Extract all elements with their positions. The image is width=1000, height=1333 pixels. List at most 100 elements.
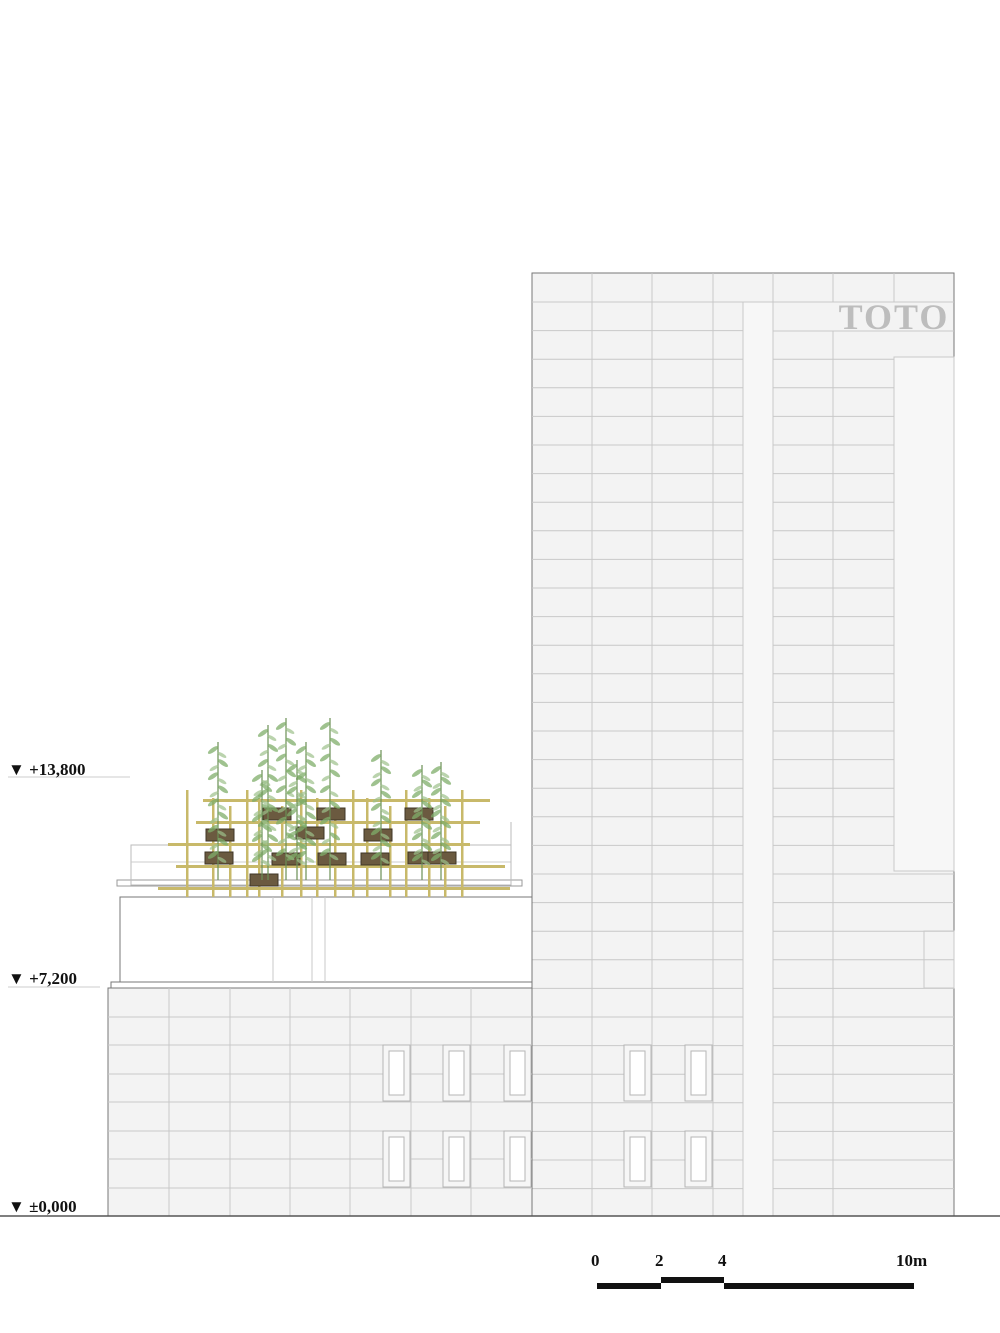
bamboo-leaf <box>207 824 219 833</box>
bamboo-leaf <box>295 851 307 859</box>
bamboo-leaf <box>421 838 431 845</box>
bamboo-leaf <box>267 774 279 782</box>
bamboo-leaf <box>261 780 271 786</box>
bamboo-leaf <box>261 800 271 806</box>
bamboo-leaf <box>209 765 219 772</box>
bamboo-leaf <box>432 848 442 855</box>
bamboo-leaf <box>305 811 317 820</box>
bamboo-leaf <box>305 752 315 758</box>
bamboo-leaf <box>440 815 450 822</box>
bamboo-leaf <box>261 824 273 832</box>
scale-segment <box>724 1283 914 1289</box>
bamboo-leaf <box>296 775 308 783</box>
bamboo-pole-vertical <box>334 806 337 897</box>
bamboo-leaf <box>259 750 269 756</box>
bamboo-leaf <box>421 821 433 830</box>
bamboo-leaf <box>411 790 423 798</box>
bamboo-leaf <box>305 759 317 767</box>
scale-bar-graphic <box>597 1277 914 1289</box>
bamboo-leaf <box>277 743 287 750</box>
bamboo-leaf <box>207 851 219 859</box>
podium-cornice <box>110 981 533 989</box>
scale-label-4: 4 <box>718 1251 727 1270</box>
bamboo-leaf <box>267 804 279 812</box>
bamboo-leaf <box>253 830 263 836</box>
bamboo-leaf <box>319 848 331 857</box>
bamboo-leaf <box>413 848 423 855</box>
rooftop-deck-edge <box>116 879 523 887</box>
bamboo-leaf <box>440 798 452 807</box>
bamboo-leaf <box>411 769 423 777</box>
bamboo-leaf <box>275 753 287 762</box>
bamboo-leaf <box>217 830 227 837</box>
bamboo-leaf <box>296 770 306 776</box>
bamboo-leaf <box>217 811 229 820</box>
bamboo-leaf <box>372 821 382 828</box>
bamboo-leaf <box>251 834 263 842</box>
bamboo-leaf <box>267 834 279 842</box>
bamboo-leaf <box>261 784 273 792</box>
bamboo-leaf <box>288 825 298 832</box>
bamboo-leaf <box>285 759 295 766</box>
bamboo-pole-vertical <box>461 790 464 897</box>
bamboo-pole-horizontal <box>203 799 490 802</box>
tower-vertical-band <box>742 301 774 1217</box>
bamboo-leaf <box>370 851 382 860</box>
bamboo-leaf <box>261 820 271 826</box>
bamboo-leaf <box>372 796 382 803</box>
bamboo-leaf <box>267 765 277 771</box>
podium-window-pane <box>448 1136 465 1182</box>
bamboo-leaf <box>321 806 331 813</box>
bamboo-planter <box>427 851 457 865</box>
bamboo-leaf <box>380 839 392 848</box>
bamboo-leaf <box>329 832 341 841</box>
bamboo-leaf <box>267 825 277 831</box>
bamboo-leaf <box>321 838 331 845</box>
rooftop-box <box>119 896 533 983</box>
bamboo-leaf <box>421 817 431 824</box>
bamboo-leaf <box>319 816 331 825</box>
bamboo-leaf <box>319 753 331 762</box>
bamboo-leaf <box>305 785 317 794</box>
bamboo-leaf <box>372 845 382 852</box>
bamboo-leaf <box>257 759 269 767</box>
bamboo-leaf <box>329 769 341 778</box>
bamboo-planter <box>360 852 390 866</box>
bamboo-leaf <box>430 766 442 774</box>
bamboo-leaf <box>380 760 390 766</box>
bamboo-leaf <box>305 830 315 837</box>
bamboo-leaf <box>321 775 331 782</box>
bamboo-leaf <box>257 729 269 737</box>
bamboo-leaf <box>380 857 390 864</box>
bamboo-leaf <box>285 728 295 734</box>
bamboo-leaf <box>440 777 452 785</box>
bamboo-leaf <box>217 778 227 785</box>
bamboo-leaf <box>286 830 298 839</box>
bamboo-leaf <box>421 800 433 809</box>
bamboo-planter <box>317 852 347 866</box>
bamboo-leaf <box>421 859 431 866</box>
level-label-0000: ▼ ±0,000 <box>8 1197 77 1216</box>
bamboo-leaf <box>261 844 273 852</box>
bamboo-leaf <box>285 737 297 746</box>
bamboo-leaf <box>296 836 306 843</box>
bamboo-leaf <box>286 808 298 817</box>
bamboo-leaf <box>275 722 287 730</box>
bamboo-leaf <box>421 796 431 803</box>
bamboo-leaf <box>288 803 298 810</box>
bamboo-pole-vertical <box>405 790 408 897</box>
bamboo-leaf <box>329 728 339 734</box>
bamboo-leaf <box>277 775 287 782</box>
bamboo-leaf <box>370 803 382 811</box>
bamboo-leaf <box>296 797 308 806</box>
bamboo-leaf <box>380 815 392 823</box>
bamboo-leaf <box>277 838 287 845</box>
bamboo-leaf <box>217 856 227 863</box>
ground-line <box>0 776 1000 1217</box>
bamboo-pole-horizontal <box>168 843 470 846</box>
bamboo-leaf <box>380 808 390 815</box>
bamboo-leaf <box>440 772 450 778</box>
bamboo-leaf <box>297 765 307 772</box>
podium-window-pane <box>388 1136 405 1182</box>
bamboo-leaf <box>411 832 423 841</box>
